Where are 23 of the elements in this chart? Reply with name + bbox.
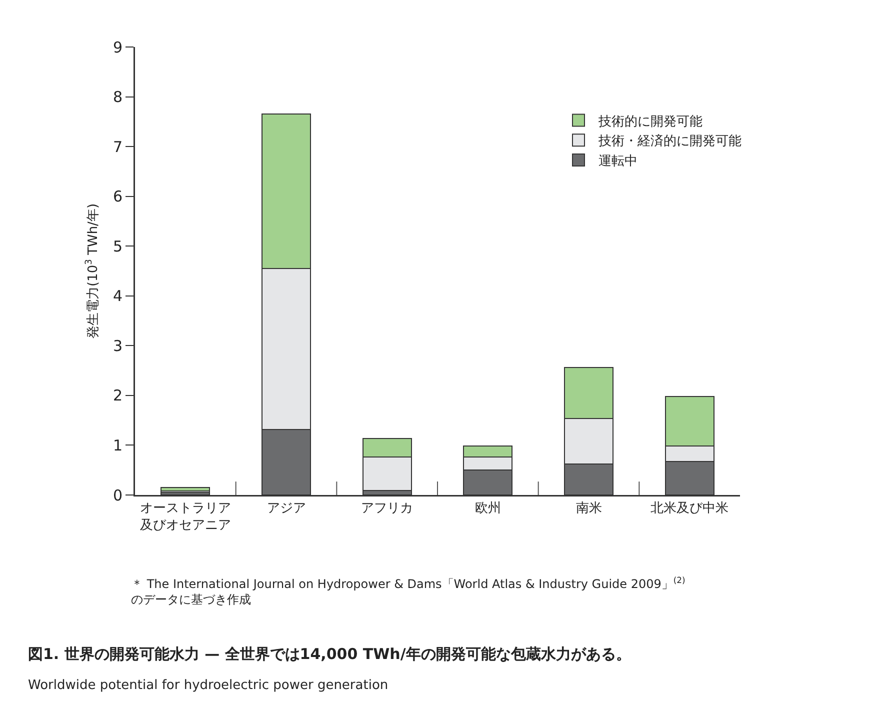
legend-label: 運転中 <box>598 154 638 170</box>
x-tick-label: オーストラリア及びオセアニア <box>140 501 231 533</box>
legend-label: 技術的に開発可能 <box>598 114 702 130</box>
text: 図1. 世界の開発可能水力 — 全世界では14,000 TWh/年の開発可能な包蔵水力がある。 <box>28 645 631 663</box>
y-tick-label: 0 <box>112 486 122 504</box>
x-tick-label: アフリカ <box>361 501 414 516</box>
y-tick-label: 1 <box>112 436 122 454</box>
text: Worldwide potential for hydroelectric power generation <box>28 678 388 693</box>
text: ＊ The International Journal on Hydropower & Dams「World Atlas & Industry Guide 2009」$^{(2)}$のデータに基づき作成 <box>131 575 686 607</box>
y-tick-label: 8 <box>112 88 122 106</box>
y-tick-label: 4 <box>112 287 122 306</box>
y-tick-label: 3 <box>112 336 122 355</box>
x-tick-label: 欧州 <box>474 501 501 516</box>
x-tick-label: 北米及び中米 <box>650 501 729 516</box>
y-tick-label: 2 <box>112 386 122 405</box>
y-tick-label: 7 <box>112 138 122 156</box>
y-tick-label: 5 <box>112 237 122 256</box>
y-tick-label: 9 <box>112 38 122 56</box>
legend-label: 技術・経済的に開発可能 <box>598 133 742 150</box>
x-tick-label: 南米 <box>576 501 602 516</box>
bar <box>160 487 210 492</box>
y-tick-label: 6 <box>112 188 122 206</box>
x-tick-label: アジア <box>266 501 306 516</box>
